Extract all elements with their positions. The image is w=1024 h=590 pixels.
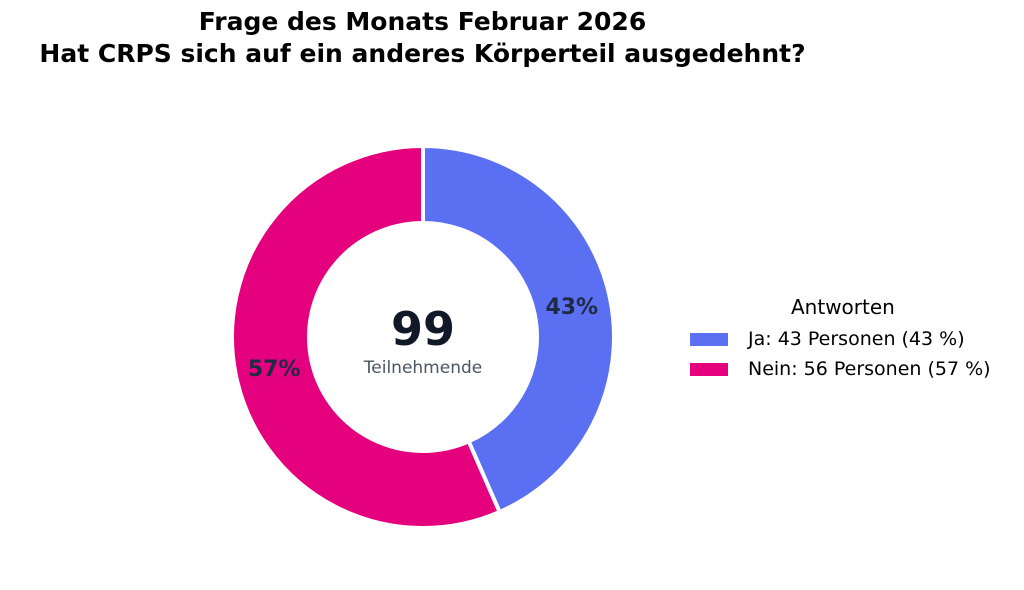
title-line-1: Frage des Monats Februar 2026 <box>198 7 647 36</box>
donut-slices <box>230 143 616 530</box>
legend-item-ja: Ja: 43 Personen (43 %) <box>690 324 1020 354</box>
legend-item-nein: Nein: 56 Personen (57 %) <box>690 354 1020 384</box>
slice-label-nein: 57% <box>248 357 301 382</box>
slice-label-ja: 43% <box>545 295 598 320</box>
legend-swatch <box>690 332 728 346</box>
slice-nein <box>230 143 503 530</box>
slice-labels: 43% 57% <box>248 295 598 382</box>
title-line-2: Hat CRPS sich auf ein anderes Körperteil… <box>39 39 806 68</box>
legend: Antworten Ja: 43 Personen (43 %) Nein: 56… <box>690 294 1020 384</box>
legend-label: Ja: 43 Personen (43 %) <box>748 328 965 350</box>
chart-title: Frage des Monats Februar 2026 Hat CRPS s… <box>0 6 845 70</box>
center-value: 99 <box>391 302 455 356</box>
slice-ja <box>421 143 616 515</box>
legend-items: Ja: 43 Personen (43 %) Nein: 56 Personen … <box>690 324 1020 384</box>
legend-title: Antworten <box>791 295 895 319</box>
legend-label: Nein: 56 Personen (57 %) <box>748 358 991 380</box>
legend-swatch <box>690 362 728 376</box>
center-label: Teilnehmende <box>363 358 482 378</box>
